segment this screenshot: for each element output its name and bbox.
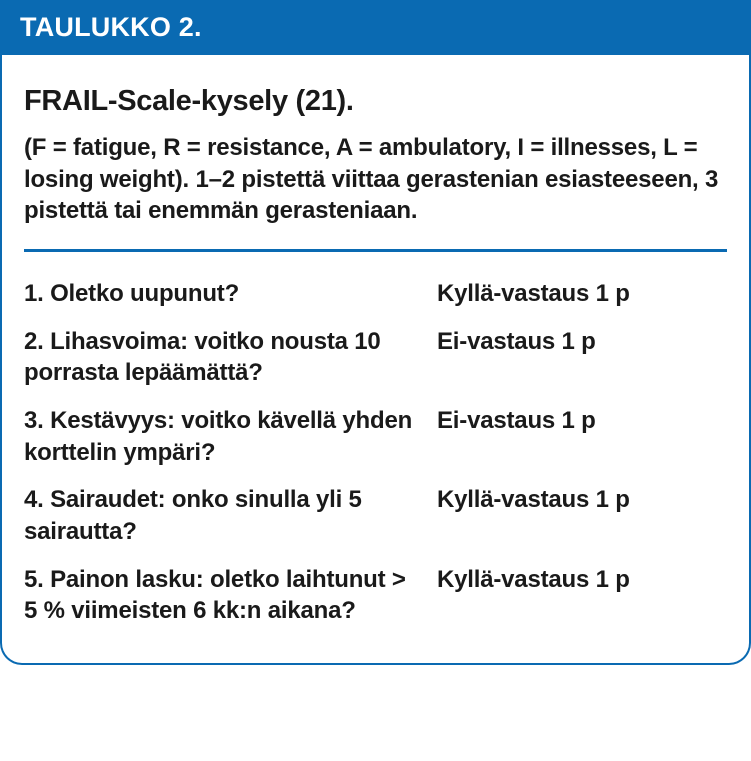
table-title: FRAIL-Scale-kysely (21). (24, 85, 727, 118)
table-subtitle: (F = fatigue, R = resistance, A = ambula… (24, 132, 727, 227)
list-item: 4. Sairaudet: onko sinulla yli 5 sairaut… (24, 484, 727, 547)
table-content: FRAIL-Scale-kysely (21). (F = fatigue, R… (2, 55, 749, 663)
scoring-text: Ei-vastaus 1 p (419, 326, 727, 358)
list-item: 2. Lihasvoima: voitko nousta 10 porrasta… (24, 326, 727, 389)
question-text: 5. Painon lasku: oletko laihtunut > 5 % … (24, 564, 419, 627)
list-item: 5. Painon lasku: oletko laihtunut > 5 % … (24, 564, 727, 627)
table-header-label: TAULUKKO 2. (20, 12, 202, 42)
list-item: 3. Kestävyys: voitko kävellä yhden kortt… (24, 405, 727, 468)
scoring-text: Ei-vastaus 1 p (419, 405, 727, 437)
scoring-text: Kyllä-vastaus 1 p (419, 278, 727, 310)
question-text: 4. Sairaudet: onko sinulla yli 5 sairaut… (24, 484, 419, 547)
question-text: 2. Lihasvoima: voitko nousta 10 porrasta… (24, 326, 419, 389)
table-panel: TAULUKKO 2. FRAIL-Scale-kysely (21). (F … (0, 0, 751, 665)
scoring-text: Kyllä-vastaus 1 p (419, 564, 727, 596)
divider (24, 249, 727, 252)
table-header: TAULUKKO 2. (2, 0, 749, 55)
question-text: 1. Oletko uupunut? (24, 278, 419, 310)
question-list: 1. Oletko uupunut? Kyllä-vastaus 1 p 2. … (24, 278, 727, 627)
scoring-text: Kyllä-vastaus 1 p (419, 484, 727, 516)
question-text: 3. Kestävyys: voitko kävellä yhden kortt… (24, 405, 419, 468)
list-item: 1. Oletko uupunut? Kyllä-vastaus 1 p (24, 278, 727, 310)
